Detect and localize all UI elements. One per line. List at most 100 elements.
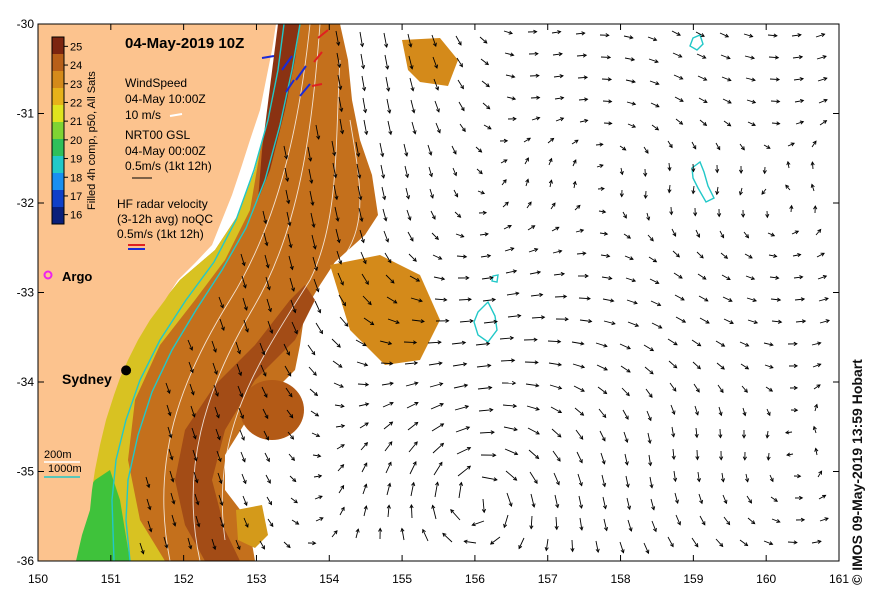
current-arrowhead	[515, 291, 520, 296]
current-arrow	[627, 123, 636, 128]
current-arrowhead	[404, 152, 409, 157]
current-arrow	[698, 97, 708, 103]
current-arrow	[219, 516, 224, 528]
current-arrowhead	[555, 481, 560, 486]
current-arrow	[770, 298, 781, 301]
current-arrow	[307, 146, 312, 161]
current-arrowhead	[450, 508, 455, 514]
current-arrow	[289, 277, 295, 292]
current-arrowhead	[817, 539, 822, 544]
current-arrowhead	[194, 479, 199, 484]
current-arrow	[456, 57, 463, 67]
lon-tick-label: 153	[246, 572, 266, 586]
current-arrowhead	[312, 245, 317, 250]
current-arrowhead	[378, 527, 383, 532]
current-arrow	[385, 462, 392, 474]
current-arrow	[601, 276, 612, 280]
current-arrowhead	[312, 371, 317, 376]
current-arrow	[267, 518, 274, 527]
current-arrowhead	[517, 313, 522, 318]
current-arrow	[431, 232, 439, 240]
current-arrowhead	[268, 501, 272, 506]
current-arrowhead	[410, 87, 415, 92]
current-arrow	[742, 407, 746, 416]
current-arrow	[360, 251, 367, 264]
current-arrowhead	[358, 196, 363, 201]
current-arrow	[644, 366, 654, 375]
current-arrowhead	[384, 43, 389, 49]
current-arrow	[504, 52, 514, 56]
colorbar-tick-label: 22	[70, 97, 82, 109]
current-arrow	[668, 184, 671, 193]
current-arrow	[362, 97, 367, 113]
current-arrow	[429, 188, 434, 199]
current-arrowhead	[817, 341, 822, 346]
current-arrow	[764, 364, 774, 369]
colorbar-label: Filled 4h comp, p50, All Sats	[86, 71, 98, 210]
current-arrow	[551, 428, 562, 438]
current-arrow	[216, 450, 222, 462]
current-arrow	[811, 140, 817, 148]
current-arrow	[360, 53, 365, 69]
current-arrowhead	[457, 213, 462, 218]
current-arrow	[649, 278, 659, 284]
current-arrow	[817, 275, 827, 280]
current-arrowhead	[775, 77, 781, 82]
current-arrowhead	[389, 361, 394, 366]
current-arrowhead	[625, 483, 630, 489]
current-arrowhead	[360, 239, 365, 244]
current-arrow	[475, 343, 490, 346]
current-arrowhead	[554, 525, 559, 531]
current-arrowhead	[535, 406, 540, 411]
current-arrow	[337, 464, 344, 472]
current-arrow	[697, 471, 700, 482]
current-arrowhead	[340, 484, 345, 490]
current-arrow	[525, 383, 539, 387]
current-arrowhead	[262, 372, 267, 377]
current-arrow	[334, 206, 339, 222]
current-arrowhead	[769, 477, 774, 483]
current-arrowhead	[564, 317, 569, 322]
current-arrowhead	[544, 546, 549, 552]
current-arrow	[786, 453, 794, 456]
current-arrow	[171, 514, 176, 526]
lat-tick-label: -32	[17, 196, 35, 210]
current-arrowhead	[695, 456, 700, 461]
current-arrowhead	[739, 169, 744, 174]
current-arrow	[695, 229, 700, 238]
current-arrowhead	[386, 87, 391, 92]
current-arrowhead	[798, 55, 804, 60]
current-arrowhead	[820, 252, 825, 257]
current-arrow	[457, 79, 464, 89]
current-arrow	[648, 256, 657, 263]
current-arrow	[795, 320, 806, 323]
current-arrowhead	[363, 441, 369, 447]
current-arrowhead	[467, 297, 472, 302]
current-arrow	[211, 538, 216, 550]
current-arrowhead	[669, 543, 674, 548]
imos-credit: © IMOS 09-May-2019 13:59 Hobart	[849, 359, 865, 585]
current-arrow	[526, 201, 532, 209]
current-arrowhead	[293, 499, 298, 504]
current-arrowhead	[769, 342, 774, 347]
current-arrow	[480, 255, 491, 258]
current-arrowhead	[241, 262, 246, 267]
current-arrow	[765, 386, 773, 392]
current-arrow	[625, 79, 636, 83]
current-arrow	[355, 339, 367, 346]
current-arrowhead	[489, 275, 494, 280]
current-arrowhead	[266, 457, 270, 463]
current-arrowhead	[814, 447, 819, 452]
current-arrow	[286, 409, 294, 418]
current-arrow	[404, 362, 418, 365]
current-arrowhead	[267, 308, 272, 313]
current-arrowhead	[752, 297, 758, 302]
current-arrowhead	[534, 248, 539, 253]
current-arrow	[723, 516, 730, 525]
current-arrow	[266, 298, 272, 312]
current-arrow	[283, 145, 288, 159]
current-arrow	[363, 119, 368, 135]
current-arrow	[287, 431, 294, 440]
current-arrowhead	[744, 365, 750, 370]
current-arrow	[242, 297, 248, 311]
